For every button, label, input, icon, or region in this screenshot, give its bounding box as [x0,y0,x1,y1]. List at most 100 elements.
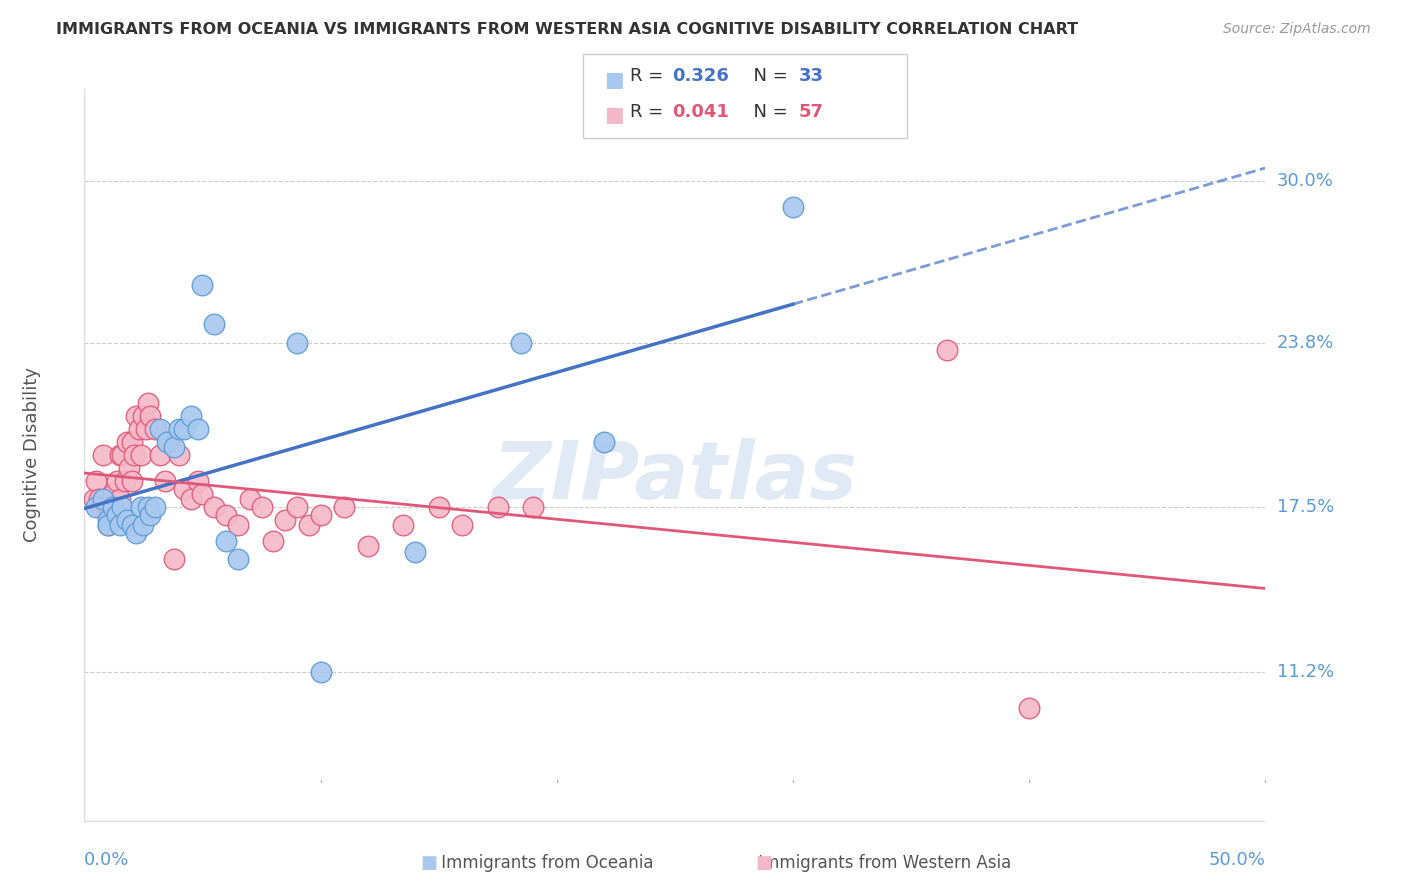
Text: Immigrants from Western Asia: Immigrants from Western Asia [733,855,1011,872]
Point [129,500,152,515]
Point [167,422,190,436]
Point [180,492,202,507]
Text: 33: 33 [799,67,824,85]
Point [115,513,138,527]
Point [191,278,214,293]
Point [132,409,155,423]
Point [226,552,249,566]
Point [285,335,308,350]
Point [143,500,166,515]
Point [149,422,172,436]
Point [451,518,474,533]
Point [250,500,273,515]
Point [522,500,544,515]
Point [149,448,172,462]
Point [309,508,332,522]
Point [202,500,225,515]
Point [84,500,107,515]
Point [125,526,148,541]
Point [163,440,186,454]
Text: ZIPatlas: ZIPatlas [492,438,858,516]
Text: N =: N = [742,67,794,85]
Point [593,434,616,449]
Point [239,492,262,507]
Point [274,513,297,527]
Point [167,448,190,462]
Point [108,518,131,533]
Point [125,409,148,423]
Text: R =: R = [630,103,669,120]
Text: ■: ■ [755,855,772,872]
Point [163,552,186,566]
Point [935,343,957,358]
Point [392,518,415,533]
Point [173,482,195,496]
Text: Source: ZipAtlas.com: Source: ZipAtlas.com [1223,22,1371,37]
Point [187,422,209,436]
Point [104,508,127,522]
Point [215,534,238,549]
Point [309,665,332,679]
Point [404,544,426,558]
Point [486,500,509,515]
Point [427,500,450,515]
Point [333,500,356,515]
Point [226,518,249,533]
Point [157,434,180,449]
Text: 30.0%: 30.0% [1277,171,1333,190]
Point [97,518,120,533]
Point [84,474,107,488]
Point [510,335,533,350]
Point [94,500,117,515]
Point [153,474,176,488]
Text: R =: R = [630,67,669,85]
Point [122,448,145,462]
Point [83,492,105,507]
Point [180,409,202,423]
Text: 17.5%: 17.5% [1277,498,1334,516]
Text: 0.0%: 0.0% [84,851,129,869]
Point [139,409,162,423]
Point [782,200,804,214]
Point [118,461,141,475]
Text: ■: ■ [605,105,624,125]
Text: 50.0%: 50.0% [1209,851,1265,869]
Point [101,487,124,501]
Point [136,500,159,515]
Point [97,500,120,515]
Point [128,422,150,436]
Text: 57: 57 [799,103,824,120]
Text: Immigrants from Oceania: Immigrants from Oceania [415,855,654,872]
Text: 0.041: 0.041 [672,103,728,120]
Text: ■: ■ [420,855,437,872]
Point [121,474,143,488]
Point [357,539,380,553]
Point [108,448,131,462]
Point [156,434,179,449]
Point [173,422,195,436]
Point [143,422,166,436]
Point [1018,701,1040,715]
Point [262,534,284,549]
Point [121,434,143,449]
Point [91,448,114,462]
Text: IMMIGRANTS FROM OCEANIA VS IMMIGRANTS FROM WESTERN ASIA COGNITIVE DISABILITY COR: IMMIGRANTS FROM OCEANIA VS IMMIGRANTS FR… [56,22,1078,37]
Point [298,518,321,533]
Point [139,508,162,522]
Point [136,395,159,409]
Point [202,318,225,332]
Text: Cognitive Disability: Cognitive Disability [22,368,41,542]
Text: ■: ■ [605,70,624,89]
Point [132,518,155,533]
Point [285,500,308,515]
Point [108,492,131,507]
Point [101,500,124,515]
Text: 23.8%: 23.8% [1277,334,1334,351]
Point [115,434,138,449]
Point [121,518,143,533]
Point [91,492,114,507]
Point [215,508,238,522]
Point [187,474,209,488]
Text: 11.2%: 11.2% [1277,663,1334,681]
Point [97,518,120,533]
